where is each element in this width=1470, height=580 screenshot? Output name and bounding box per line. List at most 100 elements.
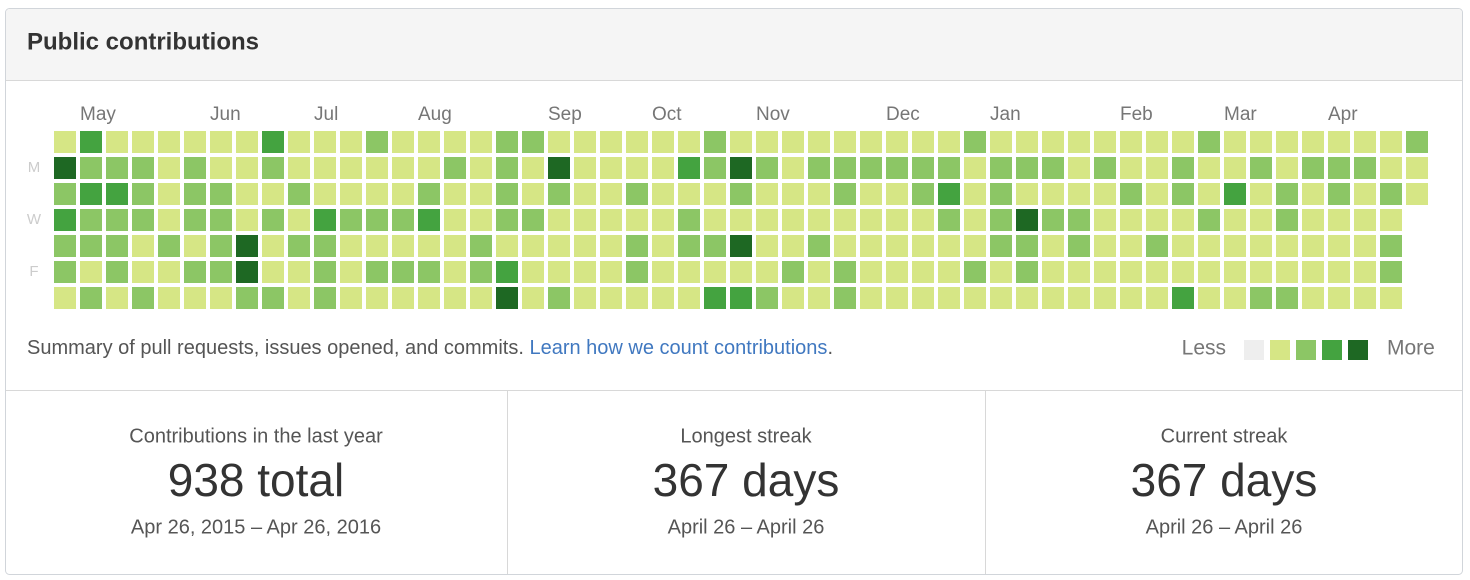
day-cell — [1328, 209, 1350, 231]
day-cell — [1302, 235, 1324, 257]
day-cell — [80, 157, 102, 179]
learn-link[interactable]: Learn how we count contributions — [529, 337, 827, 359]
day-cell — [1224, 131, 1246, 153]
day-cell — [626, 131, 648, 153]
day-cell — [1016, 183, 1038, 205]
day-cell — [392, 287, 414, 309]
day-cell — [626, 209, 648, 231]
day-cell — [262, 157, 284, 179]
day-cell — [1172, 183, 1194, 205]
day-cell — [548, 287, 570, 309]
day-cell — [80, 261, 102, 283]
day-cell — [808, 131, 830, 153]
day-cell — [392, 183, 414, 205]
day-cell — [626, 183, 648, 205]
day-cell — [1354, 183, 1376, 205]
day-cell — [444, 131, 466, 153]
day-cell — [1328, 183, 1350, 205]
day-cell — [392, 131, 414, 153]
legend-less: Less — [1182, 337, 1226, 360]
day-cell — [1146, 183, 1168, 205]
day-cell — [184, 183, 206, 205]
day-cell — [1276, 131, 1298, 153]
day-cell — [964, 131, 986, 153]
day-cell — [1198, 209, 1220, 231]
stat-label: Contributions in the last year — [129, 425, 383, 447]
day-cell — [1354, 261, 1376, 283]
day-cell — [730, 261, 752, 283]
day-cell — [132, 209, 154, 231]
day-cell — [938, 209, 960, 231]
day-cell — [340, 157, 362, 179]
day-cell — [808, 261, 830, 283]
day-cell — [756, 183, 778, 205]
day-cell — [1120, 209, 1142, 231]
day-cell — [626, 287, 648, 309]
day-cell — [106, 209, 128, 231]
day-cell — [990, 209, 1012, 231]
day-cell — [236, 183, 258, 205]
day-cell — [496, 261, 518, 283]
stat-range: April 26 – April 26 — [668, 516, 825, 538]
day-cell — [1406, 131, 1428, 153]
day-cell — [444, 287, 466, 309]
day-cell — [574, 287, 596, 309]
day-cell — [1380, 209, 1402, 231]
day-cell — [574, 131, 596, 153]
day-cell — [54, 235, 76, 257]
day-cell — [54, 209, 76, 231]
day-cell — [1120, 261, 1142, 283]
day-cell — [366, 183, 388, 205]
day-cell — [496, 131, 518, 153]
day-cell — [314, 183, 336, 205]
day-cell — [210, 183, 232, 205]
day-cell — [106, 261, 128, 283]
month-label: Feb — [1120, 104, 1153, 125]
day-cell — [1146, 261, 1168, 283]
day-cell — [964, 157, 986, 179]
day-cell — [704, 131, 726, 153]
day-cell — [80, 183, 102, 205]
day-cell — [236, 261, 258, 283]
day-cell — [704, 235, 726, 257]
day-cell — [1172, 131, 1194, 153]
day-cell — [1094, 157, 1116, 179]
day-cell — [522, 235, 544, 257]
day-cell — [1120, 157, 1142, 179]
day-cell — [132, 287, 154, 309]
day-cell — [444, 157, 466, 179]
day-cell — [1354, 287, 1376, 309]
header-bg — [6, 9, 1462, 80]
day-cell — [704, 261, 726, 283]
day-cell — [548, 131, 570, 153]
day-cell — [470, 235, 492, 257]
summary-text: Summary of pull requests, issues opened,… — [27, 337, 524, 359]
month-label: Apr — [1328, 104, 1358, 125]
day-cell — [444, 261, 466, 283]
day-cell — [418, 261, 440, 283]
day-cell — [990, 235, 1012, 257]
day-cell — [782, 131, 804, 153]
day-cell — [1146, 157, 1168, 179]
day-cell — [184, 261, 206, 283]
day-cell — [366, 209, 388, 231]
day-cell — [1016, 235, 1038, 257]
day-cell — [236, 235, 258, 257]
day-cell — [1120, 183, 1142, 205]
day-cell — [1354, 131, 1376, 153]
day-cell — [366, 261, 388, 283]
day-cell — [1250, 131, 1272, 153]
month-label: Nov — [756, 104, 790, 125]
day-cell — [912, 183, 934, 205]
day-cell — [808, 183, 830, 205]
day-cell — [1302, 209, 1324, 231]
day-cell — [990, 131, 1012, 153]
day-cell — [184, 235, 206, 257]
day-cell — [886, 131, 908, 153]
day-cell — [1042, 209, 1064, 231]
day-cell — [912, 209, 934, 231]
day-cell — [1042, 131, 1064, 153]
day-label: F — [29, 263, 38, 280]
day-cell — [1302, 183, 1324, 205]
day-cell — [964, 183, 986, 205]
